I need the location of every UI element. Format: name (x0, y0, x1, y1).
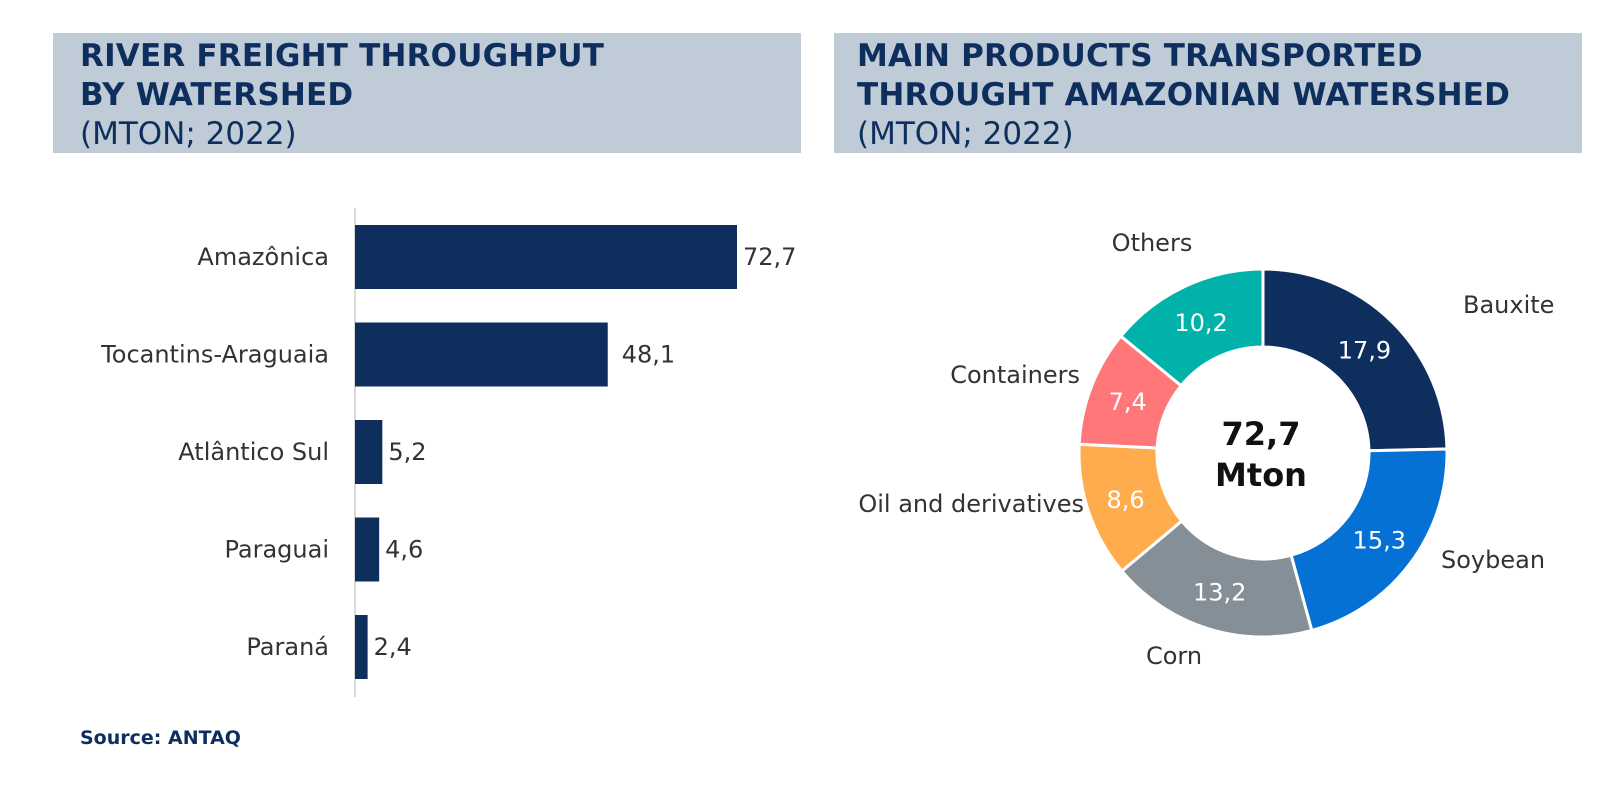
donut-slice-oil-and-derivatives (1077, 442, 1184, 574)
bar-value-label: 2,4 (374, 633, 412, 661)
bar-value-label: 48,1 (622, 341, 675, 369)
donut-chart-title: MAIN PRODUCTS TRANSPORTED THROUGHT AMAZO… (857, 38, 1511, 113)
bar-value-label: 5,2 (388, 438, 426, 466)
donut-category-label: Bauxite (1463, 291, 1554, 319)
donut-chart-title-box: MAIN PRODUCTS TRANSPORTED THROUGHT AMAZO… (834, 33, 1582, 153)
bar-value-label: 4,6 (385, 536, 423, 564)
donut-value-label: 8,6 (1106, 486, 1144, 514)
donut-slice-corn (1119, 518, 1314, 639)
donut-slice-containers (1077, 334, 1184, 450)
donut-value-label: 13,2 (1193, 578, 1246, 606)
donut-value-label: 17,9 (1338, 336, 1391, 364)
donut-chart-subtitle: (MTON; 2022) (857, 116, 1074, 152)
donut-category-label: Containers (950, 361, 1080, 389)
bar-4 (355, 615, 368, 679)
donut-center-total: 72,7 (1222, 415, 1301, 453)
bar-2 (355, 420, 383, 484)
bar-value-label: 72,7 (743, 243, 796, 271)
source-note: Source: ANTAQ (80, 727, 241, 749)
donut-value-label: 15,3 (1353, 527, 1406, 555)
bar-category-label: Amazônica (197, 243, 329, 271)
donut-center-unit: Mton (1215, 456, 1307, 494)
donut-slice-soybean (1289, 447, 1449, 633)
bar-category-label: Tocantins-Araguaia (100, 341, 329, 369)
bar-3 (355, 517, 380, 582)
donut-category-label: Soybean (1441, 546, 1545, 574)
bar-0 (355, 225, 737, 289)
bar-category-label: Paraguai (225, 536, 330, 564)
donut-category-label: Others (1112, 229, 1193, 257)
donut-category-label: Oil and derivatives (858, 490, 1084, 518)
donut-value-label: 10,2 (1174, 309, 1227, 337)
donut-value-label: 7,4 (1109, 388, 1147, 416)
donut-slice-bauxite (1261, 267, 1449, 453)
bar-chart-title-box: RIVER FREIGHT THROUGHPUT BY WATERSHED (M… (53, 33, 801, 153)
bar-category-label: Atlântico Sul (178, 438, 329, 466)
bar-chart-subtitle: (MTON; 2022) (80, 116, 297, 152)
bar-chart: Amazônica 72,7 Tocantins-Araguaia 48,1 Atlân… (100, 208, 796, 697)
bar-chart-title: RIVER FREIGHT THROUGHPUT BY WATERSHED (80, 38, 605, 113)
bar-1 (355, 322, 608, 387)
bar-category-label: Paraná (246, 633, 329, 661)
donut-category-label: Corn (1146, 642, 1202, 670)
donut-slice-others (1118, 267, 1265, 388)
